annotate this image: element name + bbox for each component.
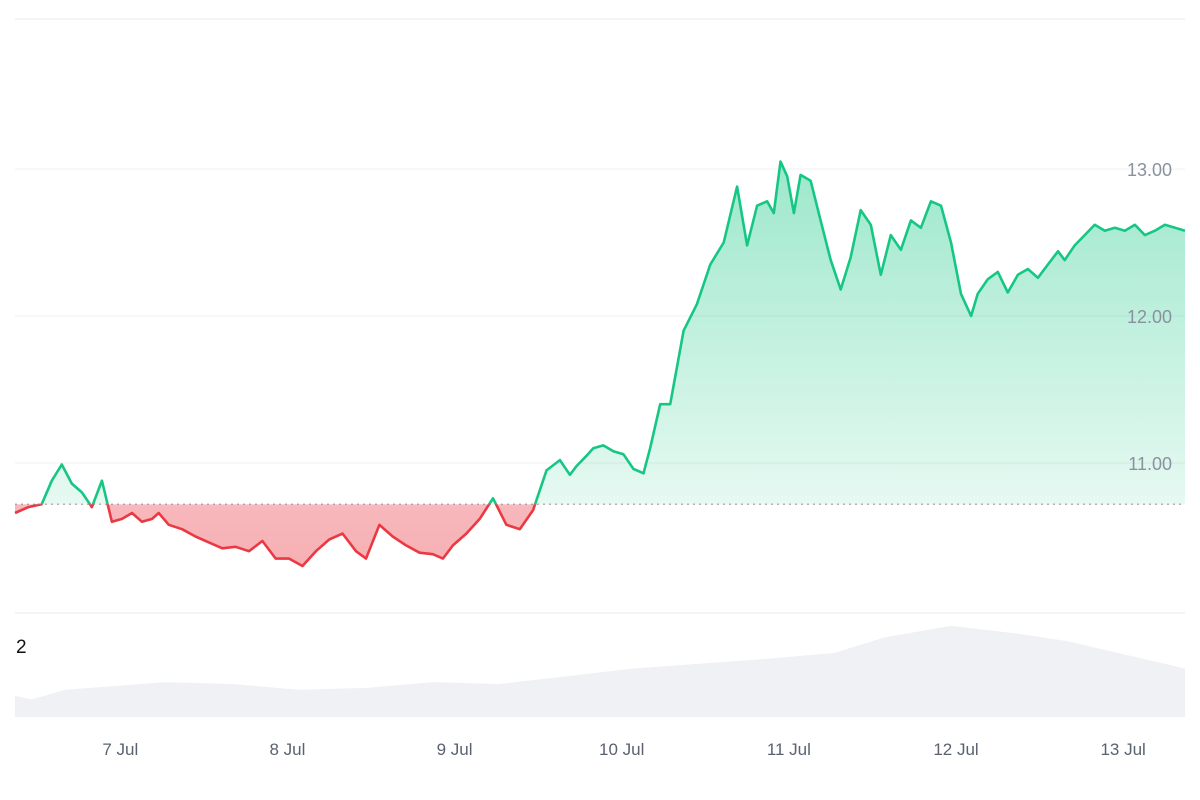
y-axis-labels: 11.00 12.00 13.00	[1127, 160, 1172, 474]
x-axis-labels: 7 Jul 8 Jul 9 Jul 10 Jul 11 Jul 12 Jul 13 Jul	[102, 740, 1146, 759]
volume-area	[15, 625, 1185, 717]
volume-axis-label: 2	[16, 637, 27, 658]
x-tick-label: 12 Jul	[933, 740, 978, 759]
x-tick-label: 11 Jul	[767, 740, 811, 759]
price-line	[14, 160, 1186, 568]
x-tick-label: 13 Jul	[1100, 740, 1145, 759]
x-tick-label: 8 Jul	[269, 740, 305, 759]
x-tick-label: 9 Jul	[437, 740, 473, 759]
y-tick-label: 11.00	[1128, 454, 1172, 474]
x-tick-label: 10 Jul	[599, 740, 644, 759]
volume-area-path	[15, 625, 1185, 717]
price-line-up	[35, 160, 1186, 505]
x-tick-label: 7 Jul	[102, 740, 138, 759]
price-area-up	[15, 161, 1185, 505]
y-tick-label: 13.00	[1127, 160, 1172, 180]
price-line-down	[14, 504, 537, 568]
y-tick-label: 12.00	[1127, 307, 1172, 327]
price-area	[15, 161, 1185, 566]
